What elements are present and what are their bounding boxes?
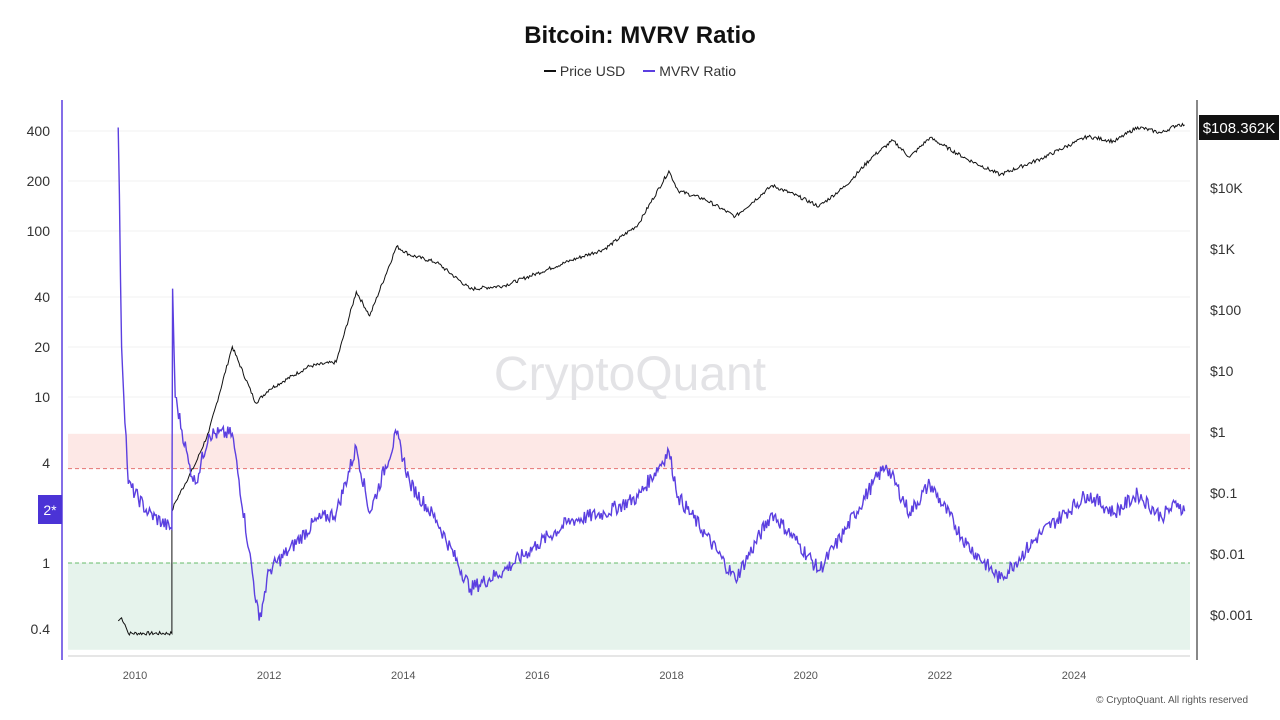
copyright: © CryptoQuant. All rights reserved — [1096, 695, 1248, 706]
legend-mvrv-label: MVRV Ratio — [659, 63, 737, 79]
x-tick-label: 2020 — [793, 670, 817, 682]
mvrv-ratio-line — [117, 127, 1186, 621]
right-tick-label: $1K — [1210, 241, 1236, 257]
legend-price-swatch — [543, 70, 556, 72]
right-tick-label: $0.001 — [1210, 607, 1253, 623]
right-tick-label: $100 — [1210, 302, 1241, 318]
legend-mvrv[interactable]: MVRV Ratio — [643, 63, 736, 79]
left-tick-label: 100 — [27, 223, 51, 239]
left-tick-label: 200 — [27, 173, 51, 189]
x-tick-label: 2022 — [928, 670, 952, 682]
legend-mvrv-swatch — [643, 70, 656, 72]
x-tick-label: 2018 — [659, 670, 683, 682]
price-usd-line — [117, 122, 1185, 636]
left-tick-label: 40 — [34, 289, 50, 305]
right-tick-label: $0.1 — [1210, 485, 1237, 501]
left-tick-label: 10 — [34, 389, 50, 405]
left-tick-label: 20 — [34, 339, 50, 355]
right-tick-label: $10 — [1210, 363, 1234, 379]
x-tick-label: 2016 — [525, 670, 549, 682]
undervalued-zone — [68, 563, 1190, 650]
mvrv-current-badge — [38, 495, 62, 524]
x-tick-label: 2014 — [391, 670, 415, 682]
right-tick-label: $10K — [1210, 180, 1243, 196]
mvrv-current-label: 2* — [43, 502, 57, 518]
left-tick-label: 4 — [42, 455, 50, 471]
current-price-badge — [1199, 115, 1279, 140]
left-tick-label: 1 — [42, 555, 50, 571]
left-tick-label: 0.4 — [31, 621, 51, 637]
right-tick-label: $1 — [1210, 424, 1226, 440]
right-tick-label: $0.01 — [1210, 546, 1245, 562]
watermark: CryptoQuant — [494, 348, 766, 401]
legend-price[interactable]: Price USD — [543, 63, 626, 79]
left-tick-label: 400 — [27, 123, 51, 139]
x-tick-label: 2024 — [1062, 670, 1086, 682]
overvalued-zone — [68, 433, 1190, 469]
current-price-label: $108.362K — [1203, 120, 1276, 137]
x-tick-label: 2010 — [123, 670, 147, 682]
legend-price-label: Price USD — [559, 63, 626, 79]
chart-title: Bitcoin: MVRV Ratio — [524, 22, 756, 49]
legend: Price USD MVRV Ratio — [0, 63, 1280, 79]
x-tick-label: 2012 — [257, 670, 281, 682]
